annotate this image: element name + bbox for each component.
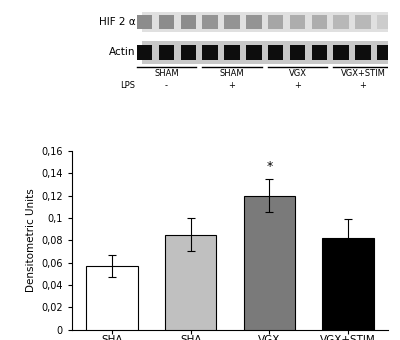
Bar bbox=[290, 45, 305, 60]
Text: SHAM: SHAM bbox=[220, 69, 244, 78]
Bar bbox=[268, 45, 283, 60]
Bar bbox=[246, 15, 262, 29]
Bar bbox=[312, 15, 327, 29]
Bar bbox=[268, 15, 283, 29]
Text: *: * bbox=[266, 160, 272, 173]
Text: +: + bbox=[228, 81, 236, 90]
Y-axis label: Densitometric Units: Densitometric Units bbox=[26, 188, 36, 292]
Bar bbox=[202, 15, 218, 29]
Bar bbox=[165, 235, 216, 330]
Text: SHAM: SHAM bbox=[154, 69, 179, 78]
Text: HIF 2 α: HIF 2 α bbox=[98, 17, 135, 27]
Bar bbox=[334, 15, 349, 29]
Bar bbox=[290, 15, 305, 29]
Bar bbox=[334, 45, 349, 60]
Bar bbox=[181, 45, 196, 60]
Bar bbox=[137, 45, 152, 60]
Bar bbox=[355, 45, 371, 60]
Bar bbox=[244, 195, 295, 330]
Text: VGX: VGX bbox=[288, 69, 306, 78]
Bar bbox=[224, 15, 240, 29]
Bar bbox=[181, 15, 196, 29]
Bar bbox=[86, 266, 138, 330]
Bar bbox=[377, 15, 392, 29]
Bar bbox=[377, 45, 392, 60]
Bar bbox=[159, 45, 174, 60]
Bar bbox=[202, 45, 218, 60]
Bar bbox=[322, 238, 374, 330]
Bar bbox=[142, 12, 388, 32]
Bar bbox=[224, 45, 240, 60]
Bar bbox=[355, 15, 371, 29]
Text: -: - bbox=[165, 81, 168, 90]
Text: VGX+STIM: VGX+STIM bbox=[340, 69, 386, 78]
Text: Actin: Actin bbox=[109, 47, 135, 57]
Bar bbox=[159, 15, 174, 29]
Bar bbox=[312, 45, 327, 60]
Bar bbox=[137, 15, 152, 29]
Text: +: + bbox=[360, 81, 366, 90]
Bar bbox=[142, 41, 388, 64]
Text: +: + bbox=[294, 81, 301, 90]
Bar bbox=[246, 45, 262, 60]
Text: LPS: LPS bbox=[120, 81, 135, 90]
